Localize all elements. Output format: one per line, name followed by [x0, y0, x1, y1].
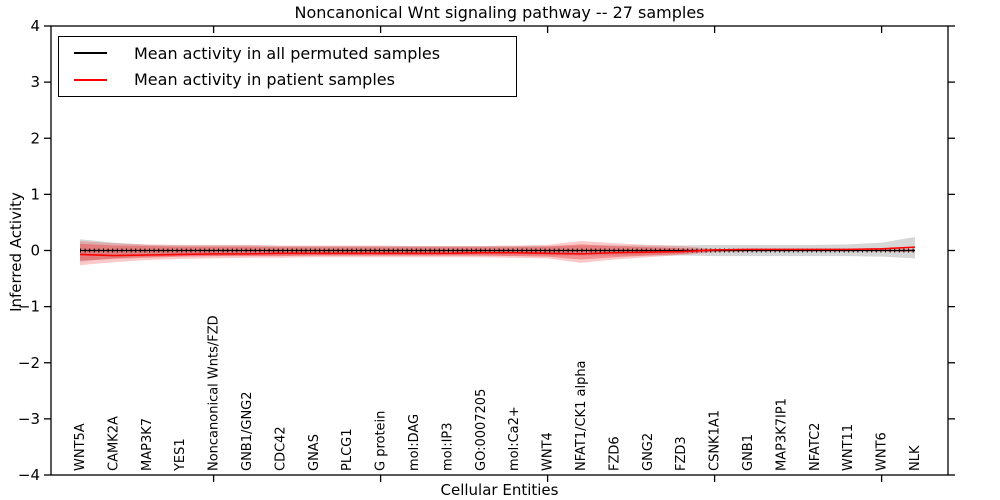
- permuted-samples-band: [80, 237, 915, 262]
- x-tick-label: CSNK1A1: [708, 410, 723, 471]
- x-tick-label: WNT5A: [73, 423, 88, 471]
- x-tick-label: NLK: [908, 445, 923, 471]
- y-tick-label: 1: [30, 185, 40, 203]
- x-tick-label: mol:DAG: [407, 414, 422, 471]
- x-tick-label: YES1: [173, 438, 188, 472]
- x-tick-label: GNAS: [307, 434, 322, 471]
- legend-item-permuted: Mean activity in all permuted samples: [59, 40, 516, 67]
- x-tick-label: PLCG1: [340, 428, 355, 471]
- y-tick-label: 4: [30, 17, 40, 35]
- x-tick-label: FZD6: [607, 436, 622, 471]
- x-tick-label: MAP3K7IP1: [774, 398, 789, 471]
- x-tick-label: MAP3K7: [140, 418, 155, 471]
- x-tick-label: G protein: [374, 411, 389, 471]
- chart-title: Noncanonical Wnt signaling pathway -- 27…: [294, 3, 705, 22]
- x-tick-label: WNT6: [875, 432, 890, 471]
- y-tick-label: 3: [30, 73, 40, 91]
- x-tick-label: GNB1: [741, 434, 756, 471]
- patient-mean-line: [79, 246, 916, 257]
- legend-label-patient: Mean activity in patient samples: [134, 70, 395, 90]
- y-tick-label: −2: [18, 354, 40, 372]
- x-tick-label: mol:IP3: [440, 422, 455, 471]
- x-tick-label: WNT4: [541, 432, 556, 471]
- x-tick-label: mol:Ca2+: [507, 406, 522, 471]
- x-tick-label: Noncanonical Wnts/FZD: [207, 315, 222, 471]
- y-tick-label: −3: [18, 410, 40, 428]
- y-tick-label: −4: [18, 466, 40, 484]
- x-tick-label: CAMK2A: [106, 416, 121, 471]
- x-tick-label: GNB1/GNG2: [240, 391, 255, 471]
- x-tick-label: NFAT1/CK1 alpha: [574, 360, 589, 471]
- permuted-line-swatch: [74, 52, 107, 55]
- x-tick-label: FZD3: [674, 436, 689, 471]
- y-axis-label: Inferred Activity: [7, 192, 25, 312]
- x-tick-label: WNT11: [841, 424, 856, 471]
- x-axis-label: Cellular Entities: [440, 481, 559, 499]
- y-tick-label: 0: [30, 242, 40, 260]
- legend-item-patient: Mean activity in patient samples: [59, 67, 516, 94]
- x-tick-label: NFATC2: [808, 423, 823, 471]
- legend-box: Mean activity in all permuted samples Me…: [58, 36, 517, 97]
- y-tick-label: 2: [30, 129, 40, 147]
- y-tick-label: −1: [18, 298, 40, 316]
- x-tick-label: CDC42: [273, 426, 288, 471]
- x-tick-label: GO:0007205: [474, 389, 489, 471]
- legend-label-permuted: Mean activity in all permuted samples: [134, 43, 441, 63]
- x-tick-label: GNG2: [641, 433, 656, 471]
- patient-line-swatch: [74, 78, 107, 81]
